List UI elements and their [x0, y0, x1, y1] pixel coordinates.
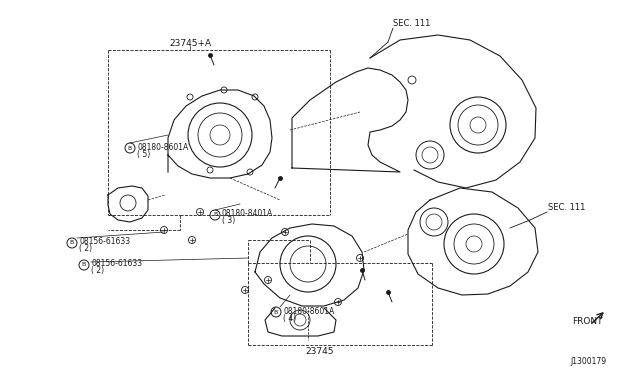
- Text: ( 5): ( 5): [137, 150, 150, 158]
- Text: B: B: [128, 145, 132, 151]
- Text: 23745: 23745: [306, 347, 334, 356]
- Text: 08156-61633: 08156-61633: [91, 260, 142, 269]
- Text: B: B: [274, 310, 278, 314]
- Text: SEC. 111: SEC. 111: [548, 203, 586, 212]
- Text: J1300179: J1300179: [570, 357, 606, 366]
- Text: B: B: [82, 263, 86, 267]
- Text: ( 2): ( 2): [79, 244, 92, 253]
- Text: B: B: [213, 212, 217, 218]
- Text: ( 4): ( 4): [283, 314, 296, 323]
- Text: 23745+A: 23745+A: [169, 38, 211, 48]
- Text: B: B: [70, 241, 74, 246]
- Text: ( 2): ( 2): [91, 266, 104, 276]
- Text: 08180-8601A: 08180-8601A: [283, 307, 334, 315]
- Text: 08156-61633: 08156-61633: [79, 237, 130, 247]
- Text: FRONT: FRONT: [572, 317, 602, 327]
- Text: SEC. 111: SEC. 111: [393, 19, 430, 28]
- Text: ( 3): ( 3): [222, 217, 236, 225]
- Text: 08180-8401A: 08180-8401A: [222, 209, 273, 218]
- Text: 08180-8601A: 08180-8601A: [137, 142, 188, 151]
